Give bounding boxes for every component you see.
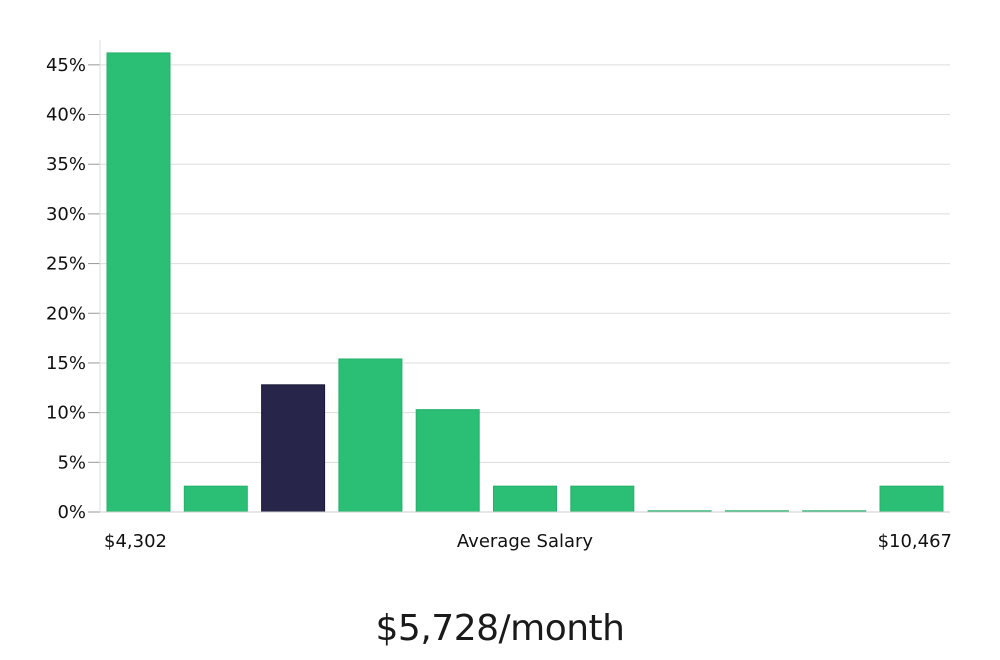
bars (106, 52, 944, 513)
y-tick-label: 20% (46, 303, 86, 324)
y-tick-label: 15% (46, 353, 86, 374)
y-tick-label: 5% (57, 452, 86, 473)
x-min-label: $4,302 (104, 531, 167, 552)
x-max-label: $10,467 (878, 531, 952, 552)
bar (879, 485, 944, 513)
grid-lines (100, 64, 950, 463)
y-tick-label: 45% (46, 55, 86, 76)
bar (493, 485, 557, 513)
y-tick-label: 40% (46, 105, 86, 126)
bar-highlighted (261, 384, 326, 513)
bar (338, 358, 403, 513)
y-tick-label: 35% (46, 154, 86, 175)
bar (415, 409, 480, 513)
y-tick-label: 0% (57, 502, 86, 523)
y-tick-label: 10% (46, 403, 86, 424)
bar (106, 52, 171, 513)
chart-canvas: 0% 5% 10% 15% 20% 25% 30% 35% 40% 45% $4,302 Aver… (46, 40, 952, 552)
average-salary-caption: $5,728/month (375, 608, 625, 649)
bar (570, 485, 635, 513)
y-axis-ticks: 0% 5% 10% 15% 20% 25% 30% 35% 40% 45% (46, 55, 100, 523)
y-tick-label: 25% (46, 254, 86, 275)
bar (183, 485, 248, 513)
y-tick-label: 30% (46, 204, 86, 225)
x-axis-label: Average Salary (457, 531, 594, 552)
